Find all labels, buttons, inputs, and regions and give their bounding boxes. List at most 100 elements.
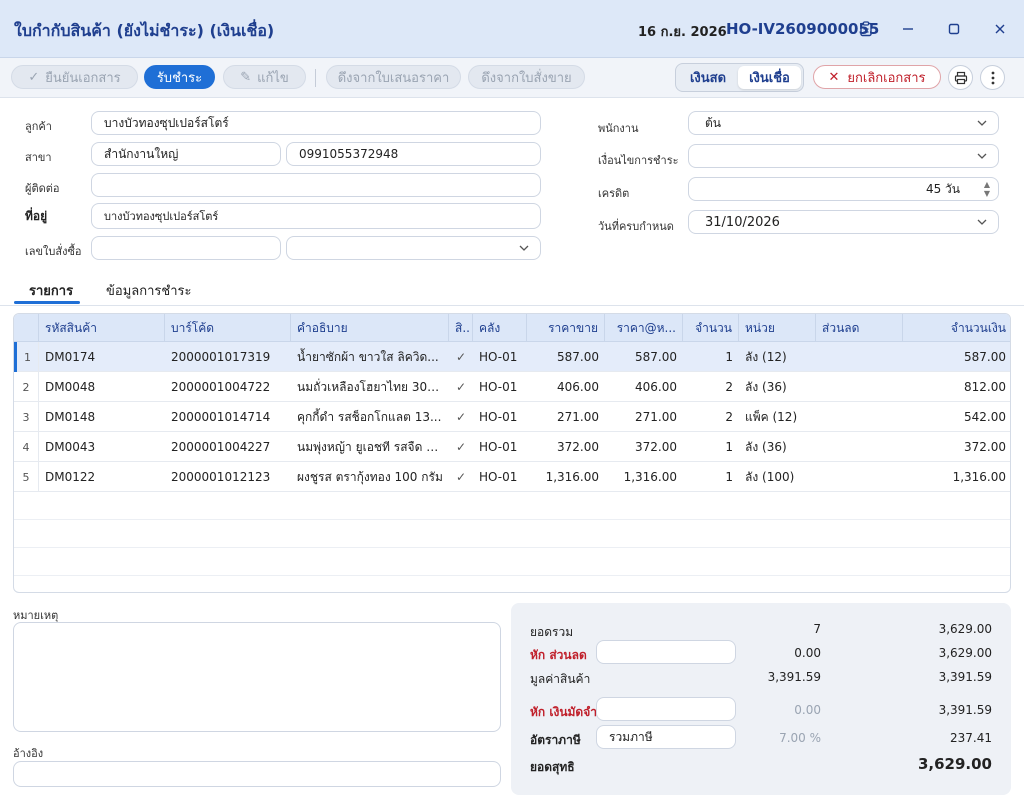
table-cell[interactable]: DM0048 [45,380,96,394]
table-row[interactable]: 4 DM0043 2000001004227 นมพุ่งหญ้า ยูเอชที ร… [14,432,1010,462]
pull-from-sales-order-button[interactable]: ดึงจากใบสั่งขาย [468,65,585,89]
edit-button[interactable]: ✎ แก้ไข [223,65,306,89]
table-cell[interactable]: 271.00 [557,410,599,424]
customer-field[interactable]: บางบัวทองซุปเปอร์สโตร์ [91,111,541,135]
table-cell[interactable]: 372.00 [635,440,677,454]
po-select[interactable] [286,236,541,260]
table-cell[interactable]: 2 [725,380,733,394]
due-date-select[interactable]: 31/10/2026 [688,210,999,234]
table-cell[interactable]: 587.00 [635,350,677,364]
check-icon[interactable]: ✓ [455,470,467,484]
table-row[interactable]: 2 DM0048 2000001004722 นมถั่วเหลืองโฮยาไทย … [14,372,1010,402]
table-cell[interactable]: 271.00 [635,410,677,424]
more-options-button[interactable] [980,65,1005,90]
po-number-field[interactable] [91,236,281,260]
clipboard-icon[interactable] [855,18,877,40]
contact-field[interactable] [91,173,541,197]
payment-terms-select[interactable] [688,144,999,168]
tax-type-select[interactable]: รวมภาษี [596,725,736,749]
table-cell[interactable]: DM0148 [45,410,96,424]
column-header[interactable]: ราคา@ห... [605,314,683,342]
pull-from-quotation-button[interactable]: ดึงจากใบเสนอราคา [326,65,461,89]
table-cell[interactable] [816,462,903,492]
maximize-icon[interactable] [943,18,965,40]
tab-payment-info[interactable]: ข้อมูลการชำระ [106,284,192,299]
table-cell[interactable]: 2 [725,410,733,424]
column-header[interactable]: ราคาขาย [527,314,605,342]
close-icon[interactable] [989,18,1011,40]
table-row[interactable]: 1 DM0174 2000001017319 น้ำยาซักผ้า ขาวใส ลิ… [14,342,1010,372]
table-cell[interactable]: 587.00 [557,350,599,364]
deposit-input[interactable] [596,697,736,721]
column-header[interactable]: หน่วย [739,314,816,342]
table-cell[interactable]: ผงชูรส ตรากุ้งทอง 100 กรัม [297,470,443,484]
column-header[interactable]: จำนวนเงิน [950,320,1006,335]
table-cell[interactable]: นมพุ่งหญ้า ยูเอชที รสจืด 2... [297,440,446,454]
table-cell[interactable]: 2000001004227 [171,440,271,454]
column-header[interactable]: คำอธิบาย [291,314,449,342]
table-cell[interactable]: คุกกี้ดำ รสช็อกโกแลต 13... [297,410,442,424]
table-row[interactable]: 3 DM0148 2000001014714 คุกกี้ดำ รสช็อกโกแลต… [14,402,1010,432]
table-cell[interactable]: 1 [725,470,733,484]
column-header[interactable]: บาร์โค้ด [165,314,291,342]
table-cell[interactable]: HO-01 [479,440,518,454]
table-cell[interactable]: DM0122 [45,470,96,484]
receive-payment-button[interactable]: รับชำระ [144,65,215,89]
reference-field[interactable] [13,761,501,787]
column-header[interactable]: สิ.. [449,314,473,342]
table-cell[interactable]: 2000001014714 [171,410,271,424]
phone-field[interactable]: 0991055372948 [286,142,541,166]
table-cell[interactable]: 1,316.00 [623,470,677,484]
table-cell[interactable]: 372.00 [557,440,599,454]
table-cell[interactable]: HO-01 [479,410,518,424]
employee-select[interactable]: ต้น [688,111,999,135]
table-cell[interactable]: DM0174 [45,350,96,364]
column-header[interactable]: ส่วนลด [816,314,903,342]
print-button[interactable] [948,65,973,90]
discount-input[interactable] [596,640,736,664]
column-header[interactable]: จำนวน [683,314,739,342]
table-cell[interactable]: HO-01 [479,380,518,394]
table-cell[interactable]: ลัง (36) [745,379,787,394]
table-cell[interactable]: ลัง (36) [745,439,787,454]
table-cell[interactable] [816,342,903,372]
table-cell[interactable]: 372.00 [964,440,1006,454]
credit-days-stepper[interactable]: 45 วัน ▲ ▼ [688,177,999,201]
minimize-icon[interactable] [897,18,919,40]
cash-option[interactable]: เงินสด [689,71,727,86]
table-cell[interactable]: HO-01 [479,470,518,484]
credit-option[interactable]: เงินเชื่อ [738,66,801,89]
confirm-document-button[interactable]: ✓ ยืนยันเอกสาร [11,65,138,89]
table-cell[interactable]: แพ็ค (12) [745,409,798,424]
table-cell[interactable]: 2000001017319 [171,350,271,364]
check-icon[interactable]: ✓ [455,380,467,394]
table-cell[interactable]: 406.00 [635,380,677,394]
stepper-arrows-icon[interactable]: ▲ ▼ [983,180,990,198]
check-icon[interactable]: ✓ [455,410,467,424]
address-field[interactable]: บางบัวทองซุปเปอร์สโตร์ [91,203,541,229]
empty-row[interactable] [14,520,1010,548]
notes-textarea[interactable] [13,622,501,732]
cancel-document-button[interactable]: ✕ ยกเลิกเอกสาร [813,65,941,89]
tab-items[interactable]: รายการ [29,284,74,299]
branch-field[interactable]: สำนักงานใหญ่ [91,142,281,166]
table-cell[interactable]: ลัง (12) [745,349,787,364]
table-cell[interactable]: 1 [725,350,733,364]
table-cell[interactable] [816,402,903,432]
check-icon[interactable]: ✓ [455,350,467,364]
table-cell[interactable]: DM0043 [45,440,96,454]
table-cell[interactable]: 2000001004722 [171,380,271,394]
table-cell[interactable] [816,432,903,462]
table-cell[interactable]: 1,316.00 [545,470,599,484]
table-row[interactable]: 5 DM0122 2000001012123 ผงชูรส ตรากุ้งทอง 10… [14,462,1010,492]
table-cell[interactable] [816,372,903,402]
table-cell[interactable]: HO-01 [479,350,518,364]
column-header[interactable]: คลัง [473,314,527,342]
table-cell[interactable]: 812.00 [964,380,1006,394]
table-cell[interactable]: ลัง (100) [745,469,795,484]
table-cell[interactable]: 406.00 [557,380,599,394]
table-cell[interactable]: 1,316.00 [952,470,1006,484]
table-cell[interactable]: 1 [725,440,733,454]
empty-row[interactable] [14,492,1010,520]
table-cell[interactable]: 587.00 [964,350,1006,364]
